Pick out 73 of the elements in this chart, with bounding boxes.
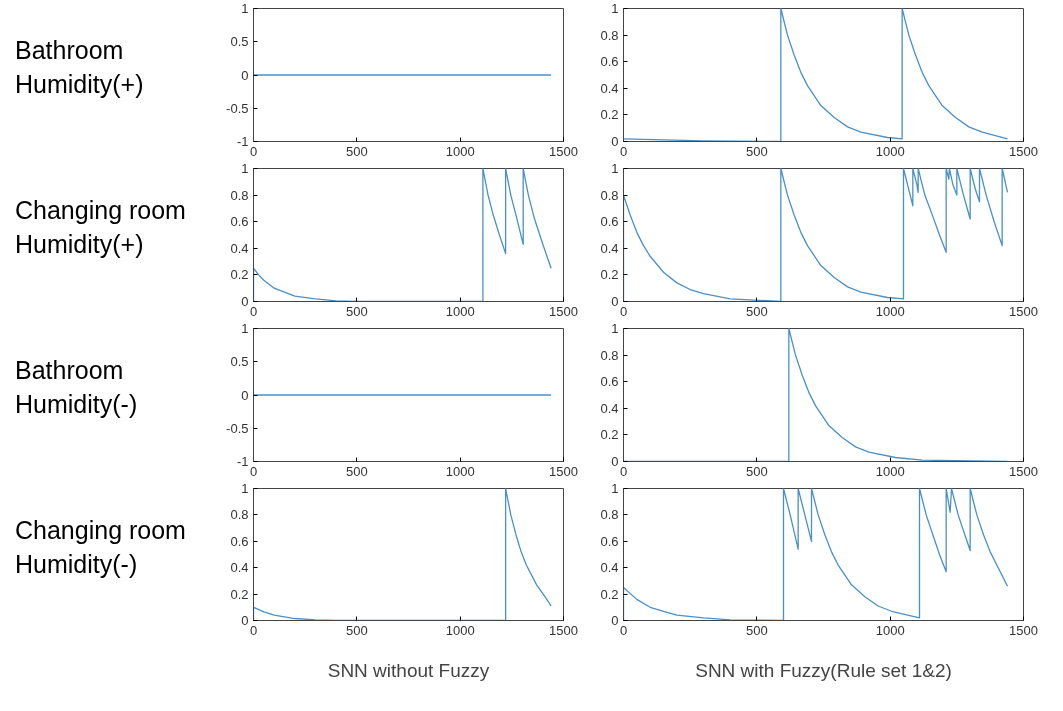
- y-tick-label: 0.6: [600, 374, 619, 390]
- x-tick-label: 500: [745, 463, 768, 479]
- y-tick-label: 0.2: [600, 107, 619, 123]
- x-tick-label: 1500: [549, 143, 578, 159]
- y-tick-label: 1: [611, 321, 619, 336]
- y-tick-label: 0: [241, 387, 249, 403]
- y-tick-label: 1: [611, 161, 619, 176]
- y-axis-title: Bathroom Humidity(+): [15, 35, 144, 100]
- y-tick-label: -1: [236, 134, 249, 149]
- x-tick-label: 1000: [445, 622, 475, 638]
- line-series: [623, 488, 1009, 621]
- y-tick-label: 0.6: [230, 214, 249, 230]
- y-tick-label: 0.2: [600, 427, 619, 443]
- y-tick-label: 0.8: [600, 187, 619, 203]
- y-tick-label: 0: [241, 67, 249, 83]
- x-tick-label: 500: [745, 622, 768, 638]
- y-tick-label: 1: [611, 1, 619, 16]
- y-tick-label: 0.4: [600, 80, 619, 96]
- y-tick-label: 0.8: [600, 507, 619, 523]
- y-tick-label: 1: [241, 1, 249, 16]
- x-tick-label: 1000: [445, 303, 475, 319]
- y-axis-title: Changing room Humidity(-): [15, 515, 186, 580]
- x-axis-title: SNN with Fuzzy(Rule set 1&2): [695, 659, 952, 681]
- y-tick-label: 0.4: [230, 560, 249, 576]
- x-tick-label: 500: [345, 622, 368, 638]
- y-tick-label: 0.6: [600, 54, 619, 70]
- line-series: [623, 168, 1009, 302]
- x-tick-label: 500: [345, 463, 368, 479]
- x-tick-label: 1500: [549, 303, 578, 319]
- y-tick-label: 1: [611, 481, 619, 496]
- y-tick-label: 0.2: [230, 586, 249, 602]
- x-tick-label: 500: [745, 143, 768, 159]
- y-tick-label: 0.2: [600, 586, 619, 602]
- y-tick-label: 0.4: [600, 240, 619, 256]
- x-tick-label: 500: [745, 303, 768, 319]
- y-tick-label: 1: [241, 161, 249, 176]
- x-axis-title: SNN without Fuzzy: [327, 659, 490, 681]
- x-tick-label: 1000: [445, 143, 475, 159]
- line-series: [623, 8, 1009, 142]
- x-tick-label: 500: [345, 303, 368, 319]
- y-tick-label: 0.8: [230, 507, 249, 523]
- y-tick-label: 0.6: [230, 533, 249, 549]
- y-tick-label: -0.5: [226, 420, 249, 436]
- x-tick-label: 1500: [549, 463, 578, 479]
- y-tick-label: -1: [236, 454, 249, 469]
- y-tick-label: 0.4: [600, 400, 619, 416]
- x-tick-label: 1000: [875, 463, 905, 479]
- y-tick-label: 0.8: [600, 347, 619, 363]
- x-tick-label: 1000: [875, 622, 905, 638]
- y-axis-title: Bathroom Humidity(-): [15, 355, 138, 420]
- y-tick-label: 0.8: [600, 27, 619, 43]
- y-tick-label: 0.6: [600, 533, 619, 549]
- y-tick-label: 1: [241, 481, 249, 496]
- y-tick-label: 0.4: [600, 560, 619, 576]
- y-tick-label: 0.8: [230, 187, 249, 203]
- y-tick-label: -0.5: [226, 100, 249, 116]
- y-tick-label: 0.2: [230, 267, 249, 283]
- y-tick-label: 0.5: [230, 354, 249, 370]
- x-tick-label: 1500: [1009, 463, 1038, 479]
- y-tick-label: 0.4: [230, 240, 249, 256]
- x-tick-label: 1000: [875, 303, 905, 319]
- y-tick-label: 1: [241, 321, 249, 336]
- y-tick-label: 0.6: [600, 214, 619, 230]
- x-tick-label: 1000: [875, 143, 905, 159]
- x-tick-label: 1500: [1009, 622, 1038, 638]
- y-tick-label: 0.5: [230, 34, 249, 50]
- y-axis-title: Changing room Humidity(+): [15, 195, 186, 260]
- x-tick-label: 500: [345, 143, 368, 159]
- x-tick-label: 1500: [1009, 143, 1038, 159]
- y-tick-label: 0.2: [600, 267, 619, 283]
- x-tick-label: 1500: [549, 622, 578, 638]
- x-tick-label: 1500: [1009, 303, 1038, 319]
- x-tick-label: 1000: [445, 463, 475, 479]
